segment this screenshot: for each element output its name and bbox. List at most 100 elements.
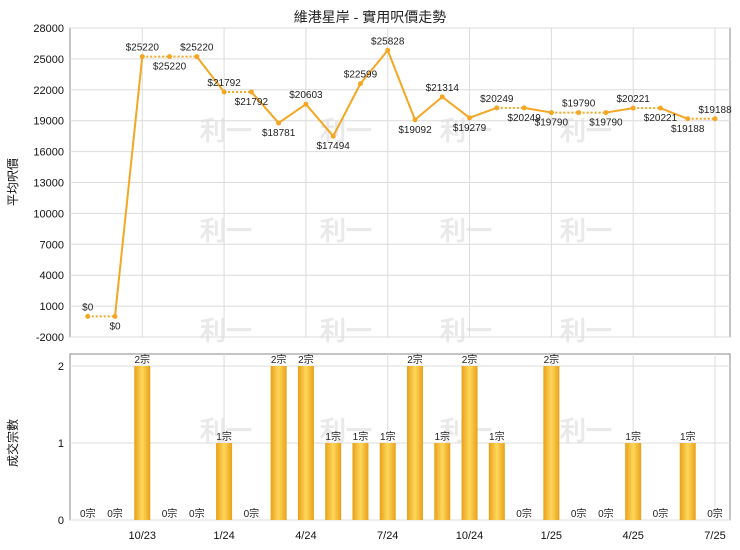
price-label: $21792 [235, 97, 269, 108]
price-line-segment [469, 106, 498, 119]
price-label: $19188 [671, 124, 705, 135]
watermark-text: 利一 [320, 416, 372, 446]
price-point [548, 110, 554, 116]
price-point [494, 105, 500, 111]
volume-bar [407, 366, 423, 520]
price-point [439, 94, 445, 100]
volume-label: 2宗 [134, 353, 150, 366]
volume-bar [270, 366, 287, 520]
volume-bar [543, 366, 560, 520]
price-line-segment [250, 91, 280, 124]
price-point [139, 54, 145, 60]
price-point [576, 110, 582, 116]
watermark-text: 利一 [200, 216, 252, 246]
x-tick-label: 1/25 [541, 530, 562, 542]
top-y-axis-title: 平均呎價 [6, 158, 20, 206]
price-label: $19188 [698, 105, 732, 116]
watermark-text: 利一 [200, 416, 252, 446]
top-y-tick-label: 13000 [33, 178, 64, 190]
x-tick-label: 7/25 [704, 530, 725, 542]
price-point [194, 54, 200, 60]
bottom-y-axis-title: 成交宗數 [5, 419, 20, 467]
volume-bar [352, 443, 369, 520]
price-point [521, 105, 527, 111]
price-line-segment [114, 56, 144, 317]
top-y-axis: -2000 1000 4000 7000 10000 13000 16000 19000 220… [33, 23, 64, 344]
price-label: $0 [109, 321, 121, 332]
bottom-y-tick-label: 1 [58, 438, 64, 450]
price-label: $19092 [398, 125, 432, 136]
watermark-text: 利一 [320, 216, 372, 246]
volume-label: 1宗 [680, 430, 696, 443]
price-label: $18781 [262, 128, 296, 139]
top-grid [69, 27, 731, 338]
price-line-segment [332, 83, 362, 137]
top-y-tick-label: 7000 [40, 239, 64, 251]
price-label: $20221 [644, 113, 678, 124]
volume-bar [679, 443, 696, 520]
volume-bar [216, 443, 233, 520]
price-point [685, 116, 691, 122]
volume-label: 1宗 [434, 430, 450, 443]
top-y-tick-label: 10000 [33, 208, 64, 220]
volume-label: 0宗 [571, 507, 587, 520]
price-line-segment [605, 107, 634, 114]
volume-bar [461, 366, 478, 520]
price-line-segment [660, 107, 689, 120]
volume-label: 0宗 [189, 507, 205, 520]
price-label: $19790 [562, 99, 596, 110]
volume-bar [325, 443, 342, 520]
price-point [630, 105, 636, 111]
price-line-segment [386, 50, 416, 121]
price-label: $25220 [126, 43, 160, 54]
volume-label: 0宗 [244, 507, 260, 520]
price-label: $20249 [507, 113, 541, 124]
volume-label: 2宗 [271, 353, 287, 366]
volume-bar [379, 443, 396, 520]
price-line [85, 47, 718, 319]
price-point [167, 54, 173, 60]
price-labels: $0 $0 $25220 $25220 $25220 $21792 $21792 $18781… [82, 36, 732, 332]
volume-label: 0宗 [598, 507, 614, 520]
volume-bars [134, 366, 696, 520]
bottom-y-tick-label: 2 [58, 361, 64, 373]
volume-bar [625, 443, 642, 520]
watermark-text: 利一 [560, 316, 612, 346]
volume-label: 1宗 [489, 430, 505, 443]
price-line-segment [196, 56, 225, 93]
x-tick-label: 4/24 [295, 530, 316, 542]
price-point [385, 47, 391, 53]
price-line-segment [523, 106, 552, 114]
price-point [467, 115, 473, 121]
price-label: $0 [82, 302, 94, 313]
price-label: $20603 [289, 90, 323, 101]
volume-label: 0宗 [653, 507, 669, 520]
price-line-segment [305, 103, 334, 137]
price-line-segment [278, 103, 307, 124]
volume-label: 0宗 [107, 507, 123, 520]
price-label: $19790 [535, 118, 569, 129]
bottom-y-tick-label: 0 [58, 515, 64, 527]
price-label: $21314 [426, 83, 460, 94]
volume-label: 1宗 [216, 430, 232, 443]
volume-label: 0宗 [162, 507, 178, 520]
watermark-text: 利一 [200, 316, 252, 346]
x-tick-label: 4/25 [622, 530, 643, 542]
watermark-text: 利一 [440, 316, 492, 346]
price-point [303, 101, 309, 107]
top-y-tick-label: 22000 [33, 85, 64, 97]
price-point [712, 116, 718, 122]
volume-label: 1宗 [353, 430, 369, 443]
top-y-tick-label: -2000 [36, 332, 64, 344]
watermark-text: 利一 [560, 416, 612, 446]
x-tick-label: 10/24 [456, 530, 484, 542]
top-y-tick-label: 1000 [40, 301, 64, 313]
price-label: $20249 [480, 94, 514, 105]
x-tick-label: 7/24 [377, 530, 398, 542]
top-y-tick-label: 4000 [40, 270, 64, 282]
watermark-text: 利一 [560, 216, 612, 246]
price-point [221, 89, 227, 95]
volume-label: 0宗 [80, 507, 96, 520]
x-axis: 10/23 1/24 4/24 7/24 10/24 1/25 4/25 7/25 [129, 530, 726, 542]
price-point [657, 105, 663, 111]
